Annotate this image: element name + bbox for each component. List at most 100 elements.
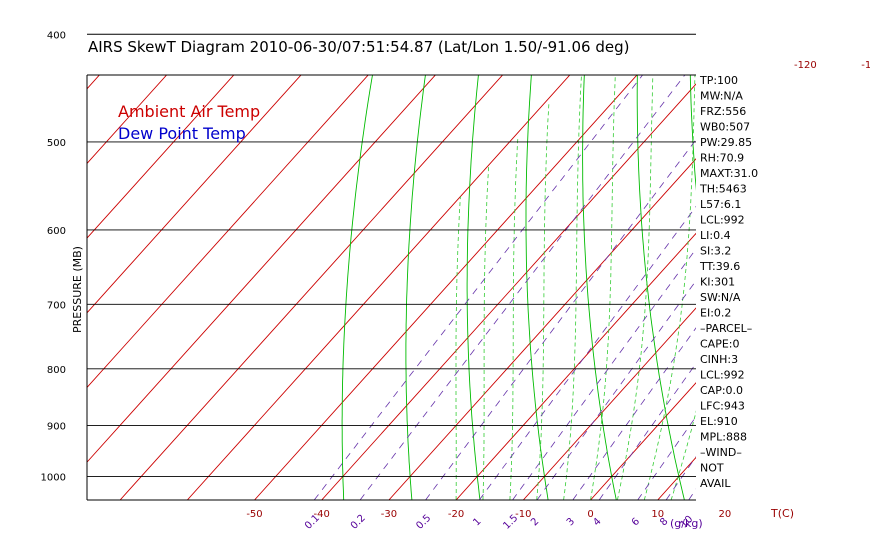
mixing-ratio-line (478, 205, 696, 500)
mixing-ratio-line (665, 456, 696, 500)
mixing-ratio-label: 0.2 (349, 513, 368, 532)
bottom-temp-tick-label: 0 (587, 509, 593, 520)
isotherm-line (388, 158, 696, 500)
mixing-ratio-line (731, 34, 870, 500)
isobar-grid (87, 33, 696, 477)
isotherm-line (119, 75, 504, 500)
x-axis-unit-label: T(C) (770, 507, 794, 520)
bottom-temp-tick-label: -30 (381, 509, 397, 520)
pressure-tick-label: 500 (47, 138, 66, 149)
mixing-ratio-line (359, 75, 686, 500)
moist-adiabat-line (832, 0, 870, 500)
moist-adiabat-line (482, 165, 490, 500)
bottom-temp-tick-label: -50 (246, 509, 262, 520)
dry-adiabat-line (466, 75, 481, 500)
mixing-ratio-grid (313, 34, 870, 500)
bottom-temp-tick-label: -10 (515, 509, 531, 520)
mixing-ratio-line (787, 34, 870, 500)
dry-adiabat-line (582, 75, 617, 500)
mixing-ratio-label: 8 (658, 516, 670, 528)
pressure-tick-label: 600 (47, 226, 66, 237)
mixing-ratio-line (512, 248, 696, 500)
legend-ambient-air-temp: Ambient Air Temp (118, 102, 260, 121)
stat-label: FRZ:556 (700, 105, 746, 118)
moist-adiabat-line (806, 0, 870, 500)
mixing-ratio-line (313, 75, 644, 500)
top-temp-tick-labels: -120-110-100-90-80-70-60-50-40 (794, 60, 870, 71)
pressure-tick-label: 1000 (41, 472, 66, 483)
moist-adiabat-line (563, 75, 582, 500)
isotherm-line (725, 0, 870, 500)
top-temp-tick-label: -110 (861, 60, 870, 71)
mixing-ratio-label: 1 (471, 516, 483, 528)
moist-adiabat-line (725, 0, 870, 500)
isotherm-line (87, 75, 369, 389)
isotherm-line (87, 75, 436, 463)
top-temp-tick-label: -120 (794, 60, 817, 71)
stat-label: AVAIL (700, 477, 731, 490)
stat-label: –WIND– (700, 446, 742, 459)
stat-label: CAPE:0 (700, 338, 740, 351)
stat-label: TT:39.6 (699, 260, 740, 273)
pressure-tick-label: 900 (47, 422, 66, 433)
bottom-temp-tick-label: -20 (448, 509, 464, 520)
isotherm-line (87, 75, 302, 314)
y-axis-label: PRESSURE (MB) (71, 246, 84, 333)
ambient-air-temp-line (775, 0, 870, 481)
stat-label: L57:6.1 (700, 198, 741, 211)
moist-adiabat-line (670, 410, 696, 500)
mixing-ratio-label: 6 (630, 516, 642, 528)
moist-adiabat-line (617, 75, 654, 500)
profile-line-2 (779, 0, 870, 481)
moist-adiabat-line (455, 196, 461, 500)
stat-label: CAP:0.0 (700, 384, 743, 397)
pressure-tick-label: 700 (47, 300, 66, 311)
isotherm-line (186, 75, 571, 500)
stat-label: LCL:992 (700, 214, 745, 227)
stat-label: SI:3.2 (700, 245, 731, 258)
stat-label: SW:N/A (700, 291, 741, 304)
mixing-ratio-label: 4 (591, 516, 603, 528)
stat-label: PW:29.85 (700, 136, 752, 149)
pressure-tick-labels: 1002003004005006007008009001000 (41, 30, 66, 483)
mixing-ratio-line (425, 139, 696, 500)
legend-dew-point-temp: Dew Point Temp (118, 124, 246, 143)
stat-label: KI:301 (700, 276, 735, 289)
stat-label: LFC:943 (700, 400, 745, 413)
sounding-profiles (762, 0, 870, 481)
isotherm-grid (87, 0, 870, 500)
stat-label: NOT (700, 462, 724, 475)
mixing-ratio-label: 2 (529, 516, 541, 528)
stats-panel: TP:100 MW:N/A FRZ:556 WB0:507 PW:29.85 RH:70.… (699, 74, 758, 490)
isotherm-line (254, 75, 638, 500)
mixing-ratio-line (637, 415, 696, 500)
mixing-ratio-unit-label: (g/kg) (670, 517, 703, 530)
mixing-ratio-line (807, 34, 870, 500)
mixing-ratio-line (762, 34, 870, 500)
bottom-temp-tick-label: -40 (314, 509, 330, 520)
stat-label: TH:5463 (699, 183, 747, 196)
axes (86, 74, 696, 501)
stat-label: WB0:507 (700, 121, 750, 134)
bottom-temp-tick-label: 10 (651, 509, 664, 520)
isotherm-line (321, 83, 696, 500)
moist-adiabat-line (752, 0, 870, 500)
isotherm-line (455, 232, 696, 500)
bottom-temp-tick-labels: -50 -40 -30 -20 -10 0 10 20 (246, 509, 731, 520)
stat-label: TP:100 (699, 74, 738, 87)
stat-label: CINH:3 (700, 353, 738, 366)
dew-point-temp-line (762, 0, 870, 481)
mixing-ratio-line (840, 34, 870, 500)
isotherm-line (859, 0, 870, 500)
dry-adiabat-line (741, 0, 831, 500)
mixing-ratio-label: 3 (565, 516, 577, 528)
moist-adiabat-line (859, 0, 870, 500)
isotherm-line (792, 0, 870, 500)
stat-label: MPL:888 (700, 431, 747, 444)
legend: Ambient Air Temp Dew Point Temp (118, 102, 260, 143)
stat-label: LCL:992 (700, 369, 745, 382)
pressure-tick-label: 400 (47, 30, 66, 41)
stat-label: RH:70.9 (700, 152, 744, 165)
dry-adiabat-line (405, 75, 426, 500)
